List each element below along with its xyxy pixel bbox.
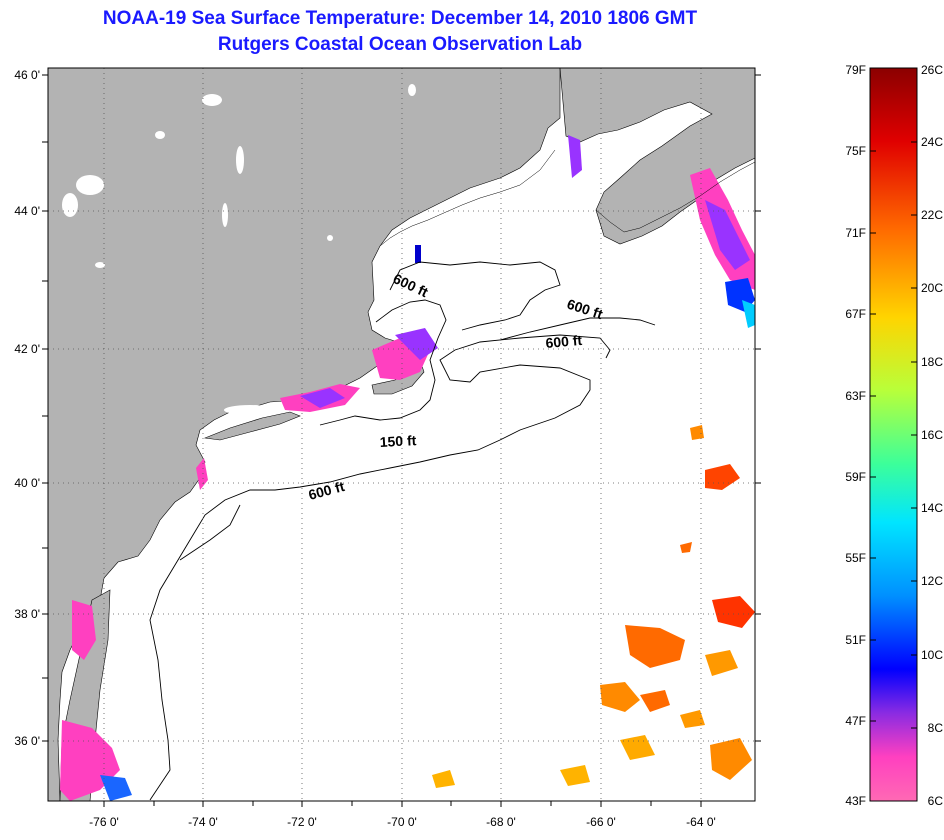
- lon-label: -72 0': [287, 815, 317, 829]
- colorbar-c-label: 8C: [928, 721, 944, 735]
- lat-label: 46 0': [14, 68, 40, 82]
- colorbar-f-label: 55F: [845, 551, 866, 565]
- colorbar-f-label: 51F: [845, 633, 866, 647]
- lat-label: 38 0': [14, 607, 40, 621]
- colorbar-ticks: [870, 141, 917, 729]
- map-ticks: [42, 74, 761, 807]
- map-gridlines: [48, 68, 755, 801]
- colorbar-c-label: 14C: [921, 501, 943, 515]
- bathymetry-contours: [149, 261, 656, 801]
- lon-label: -66 0': [586, 815, 616, 829]
- colorbar-f-label: 63F: [845, 389, 866, 403]
- lat-label: 40 0': [14, 476, 40, 490]
- contour-label: 150 ft: [379, 432, 417, 450]
- lat-label: 42 0': [14, 342, 40, 356]
- colorbar-f-label: 71F: [845, 226, 866, 240]
- colorbar: [869, 67, 918, 802]
- colorbar-f-label: 59F: [845, 470, 866, 484]
- colorbar-c-label: 16C: [921, 428, 943, 442]
- map-title: NOAA-19 Sea Surface Temperature: Decembe…: [102, 8, 698, 29]
- lon-label: -74 0': [188, 815, 218, 829]
- colorbar-c-label: 10C: [921, 648, 943, 662]
- colorbar-c-label: 18C: [921, 355, 943, 369]
- sst-coastal-cold: [60, 135, 755, 801]
- colorbar-f-label: 75F: [845, 144, 866, 158]
- sst-gulf-stream: [432, 425, 755, 788]
- map-subtitle: Rutgers Coastal Ocean Observation Lab: [217, 34, 583, 55]
- colorbar-c-label: 12C: [921, 574, 943, 588]
- lon-label: -68 0': [486, 815, 516, 829]
- colorbar-c-label: 20C: [921, 281, 943, 295]
- coastline-detail: [379, 149, 755, 247]
- colorbar-f-label: 43F: [845, 794, 866, 808]
- colorbar-c-label: 22C: [921, 208, 943, 222]
- colorbar-f-label: 79F: [845, 63, 866, 77]
- lat-label: 36 0': [14, 734, 40, 748]
- lon-label: -64 0': [686, 815, 716, 829]
- lat-label: 44 0': [14, 204, 40, 218]
- colorbar-f-label: 47F: [845, 714, 866, 728]
- colorbar-c-label: 26C: [921, 63, 943, 77]
- contour-label: 600 ft: [545, 332, 583, 351]
- land-long-island: [203, 411, 301, 441]
- colorbar-c-label: 6C: [928, 794, 944, 808]
- lon-label: -70 0': [387, 815, 417, 829]
- colorbar-f-label: 67F: [845, 307, 866, 321]
- colorbar-c-label: 24C: [921, 135, 943, 149]
- land-lakes: [62, 84, 416, 415]
- lon-label: -76 0': [89, 815, 119, 829]
